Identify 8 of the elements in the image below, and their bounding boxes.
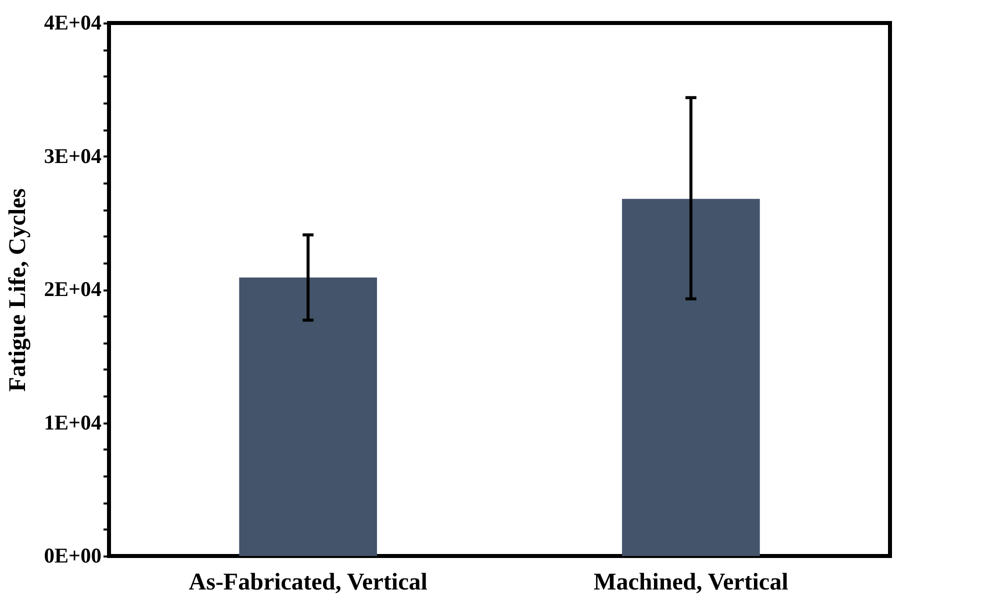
y-tick-label: 0E+00 xyxy=(44,544,102,568)
x-tick-label: As-Fabricated, Vertical xyxy=(188,570,428,596)
y-tick-label: 4E+04 xyxy=(44,10,102,34)
y-tick-label: 3E+04 xyxy=(44,144,102,168)
y-axis-title: Fatigue Life, Cycles xyxy=(5,188,32,392)
y-tick-label: 1E+04 xyxy=(44,410,102,434)
x-tick-label: Machined, Vertical xyxy=(594,570,789,596)
y-tick-label: 2E+04 xyxy=(44,277,102,301)
